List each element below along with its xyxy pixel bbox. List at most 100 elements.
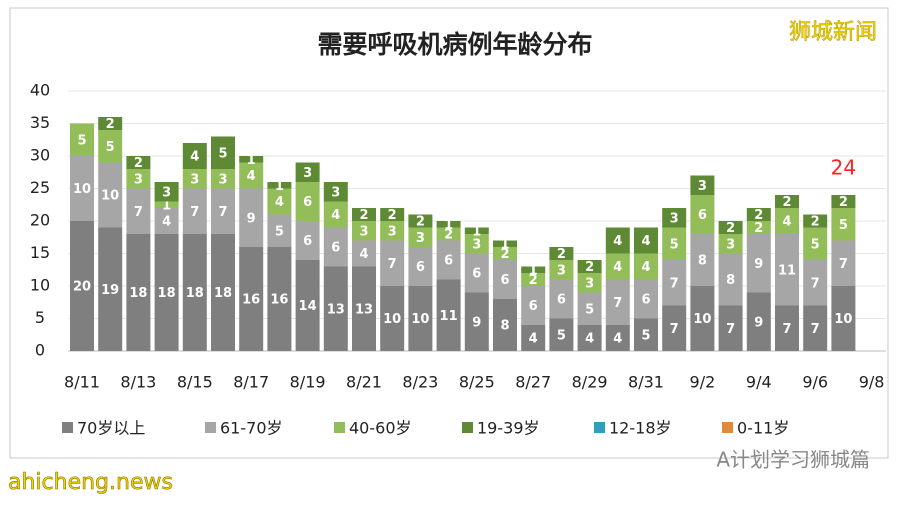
y-tick-label: 20 (30, 211, 50, 230)
bar-segment (521, 286, 546, 325)
bar-segment (634, 279, 658, 319)
value-label: 18 (214, 286, 232, 301)
value-label: 4 (613, 332, 622, 347)
value-label: 3 (303, 166, 312, 181)
bar-segment (634, 227, 658, 254)
bar-segment (605, 253, 630, 280)
value-label: 2 (782, 195, 791, 210)
value-label: 5 (77, 133, 86, 148)
value-label: 2 (529, 273, 538, 288)
bar-segment (126, 169, 151, 189)
value-label: 6 (529, 299, 538, 314)
bar-segment (436, 221, 461, 228)
y-tick-label: 25 (30, 178, 50, 197)
bar-segment (408, 214, 433, 228)
value-label: 5 (585, 302, 594, 317)
bar-segment (493, 247, 517, 260)
bar-segment (549, 279, 574, 319)
value-label: 4 (162, 215, 171, 230)
bar-segment (690, 286, 715, 351)
bar-segment (239, 156, 264, 163)
value-label: 2 (444, 228, 453, 243)
bar-segment (577, 292, 602, 325)
value-label: 3 (698, 179, 707, 194)
value-label: 19 (101, 283, 119, 298)
value-label: 11 (778, 263, 796, 278)
bar-segment (323, 227, 348, 267)
x-tick-label: 8/31 (628, 373, 664, 392)
bar-segment (323, 182, 348, 202)
value-label: 2 (500, 247, 509, 262)
value-label: 3 (134, 172, 143, 187)
legend-swatch (594, 422, 605, 433)
bar-segment (295, 260, 320, 351)
bar-segment (211, 136, 235, 169)
bar-segment (98, 130, 123, 163)
bar-segment (718, 221, 743, 234)
value-label: 3 (218, 172, 227, 187)
value-label: 7 (190, 205, 199, 220)
value-label: 9 (754, 257, 763, 272)
value-label: 4 (585, 332, 594, 347)
x-tick-label: 8/27 (515, 373, 551, 392)
bar-segment (295, 221, 320, 260)
value-label: 6 (303, 195, 312, 210)
bar-segment (380, 240, 405, 286)
bar-segment (718, 253, 743, 306)
value-label: 6 (444, 254, 453, 269)
value-label: 5 (557, 328, 566, 343)
value-label: 3 (416, 231, 425, 246)
value-label: 1 (500, 237, 509, 252)
bar-segment (662, 227, 687, 260)
legend-label: 40-60岁 (349, 419, 412, 438)
bar-segment (154, 208, 179, 234)
bar-segment (605, 279, 630, 325)
value-label: 6 (557, 293, 566, 308)
y-tick-label: 40 (30, 81, 50, 100)
bar-segment (690, 195, 715, 234)
bar-segment (521, 325, 546, 351)
bar-segment (493, 299, 517, 351)
bar-segment (239, 247, 264, 351)
bar-segment (98, 162, 123, 228)
value-label: 3 (557, 263, 566, 278)
bar-segment (408, 227, 433, 247)
value-label: 3 (388, 224, 397, 239)
bar-segment (464, 292, 489, 351)
bar-segment (267, 247, 292, 351)
bar-segment (323, 266, 348, 351)
value-label: 2 (106, 117, 115, 132)
bar-segment (267, 214, 292, 247)
bar-segment (464, 234, 489, 254)
value-label: 11 (440, 309, 458, 324)
value-label: 4 (190, 150, 199, 165)
legend-swatch (334, 422, 345, 433)
bar-segment (746, 208, 771, 221)
x-tick-label: 8/29 (572, 373, 608, 392)
bar-segment (211, 188, 235, 234)
value-label: 7 (670, 276, 679, 291)
value-label: 3 (190, 172, 199, 187)
bar-segment (831, 286, 856, 351)
x-tick-label: 9/6 (802, 373, 828, 392)
bar-segment (718, 234, 743, 254)
value-label: 1 (247, 153, 256, 168)
bar-segment (98, 117, 123, 130)
bar-segment (549, 260, 574, 280)
x-tick-label: 8/19 (290, 373, 326, 392)
bar-segment (408, 286, 433, 351)
value-label: 5 (218, 146, 227, 161)
value-label: 13 (355, 302, 373, 317)
value-label: 9 (472, 315, 481, 330)
bar-segment (295, 162, 320, 182)
value-label: 3 (359, 224, 368, 239)
x-tick-label: 8/23 (402, 373, 438, 392)
bar-segment (380, 208, 405, 221)
value-label: 6 (331, 241, 340, 256)
bar-segment (239, 188, 264, 247)
bar-segment (211, 234, 235, 351)
bar-segment (549, 247, 574, 260)
value-label: 5 (811, 237, 820, 252)
value-label: 10 (73, 182, 91, 197)
